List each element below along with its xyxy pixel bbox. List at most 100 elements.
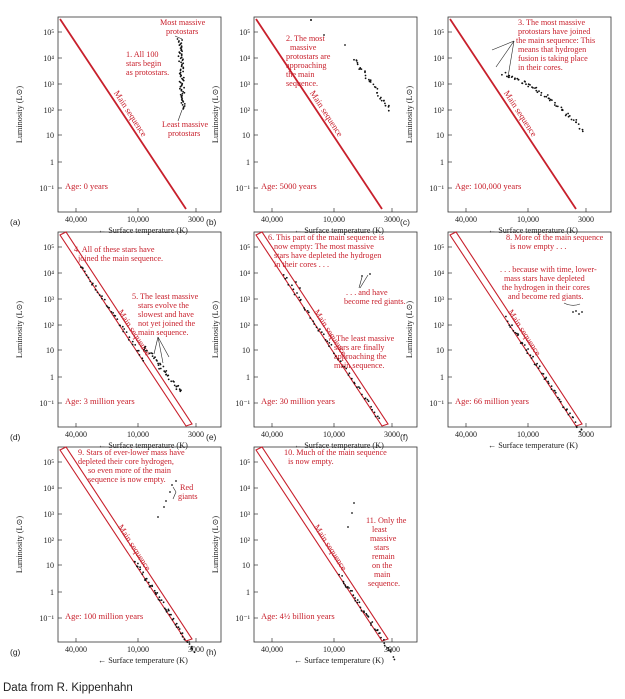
star-dot (532, 355, 534, 358)
star-dot (369, 81, 372, 83)
star-dot (557, 396, 559, 399)
y-axis-label: Luminosity (L⊙) (211, 516, 220, 573)
annotation: 8. More of the main sequence (506, 233, 604, 242)
leader-line (172, 491, 177, 500)
star-dot (328, 345, 330, 347)
star-dot (504, 71, 507, 74)
star-dot (527, 348, 529, 350)
star-dots (310, 19, 390, 112)
annotation: now empty: The most massive (274, 242, 374, 251)
star-dot (554, 391, 557, 394)
main-sequence (59, 18, 187, 210)
y-tick-label: 10⁵ (43, 243, 54, 252)
age-label: Age: 66 million years (455, 396, 529, 406)
star-dot (142, 571, 145, 574)
star-dot (359, 387, 361, 390)
y-tick-label: 10² (240, 106, 251, 115)
star-dot (525, 349, 528, 352)
star-dot (556, 105, 559, 108)
star-dot (344, 44, 346, 46)
x-tick-label: 3000 (578, 215, 594, 224)
main-sequence (255, 446, 389, 642)
x-tick-label: 10,000 (323, 215, 345, 224)
star-dot (156, 592, 159, 594)
star-dot (182, 101, 185, 103)
star-dot (148, 352, 151, 355)
star-dot (307, 311, 310, 314)
star-dots (133, 480, 196, 654)
star-dot (182, 70, 184, 73)
star-dot (136, 349, 139, 352)
y-tick-label: 10⁻¹ (39, 399, 54, 408)
x-tick-label: 10,000 (323, 430, 345, 439)
annotation: massive (290, 43, 317, 52)
y-tick-label: 10⁴ (239, 484, 250, 493)
annotation: sequence. (368, 579, 400, 588)
y-tick-label: 10 (242, 131, 250, 140)
panel-g: 10⁵ 10⁴ 10³ 10² 10 1 10⁻¹ 40,000 10,000 3000 Lumin… (10, 446, 222, 665)
star-dot (315, 326, 318, 329)
star-dot (559, 400, 562, 403)
star-dot (345, 367, 348, 370)
star-dot (525, 83, 527, 86)
panel-d: 10⁵ 10⁴ 10³ 10² 10 1 10⁻¹ 40,000 10,000 3000 Lumin… (10, 231, 222, 450)
star-dot (554, 390, 556, 392)
y-axis-label: Luminosity (L⊙) (15, 516, 24, 573)
annotation: depleted their core hydrogen, (78, 457, 174, 466)
star-dot (166, 610, 168, 613)
star-dot (319, 328, 321, 330)
annotation: massive (370, 534, 397, 543)
star-dot (108, 306, 110, 309)
star-dot (167, 609, 170, 612)
plot-frame (57, 446, 222, 643)
star-dot (323, 34, 325, 36)
star-dot (359, 606, 362, 609)
y-axis-label: Luminosity (L⊙) (15, 301, 24, 358)
star-dot (373, 411, 376, 414)
panel-c: 10⁵ 10⁴ 10³ 10² 10 1 10⁻¹ 40,000 10,000 3000 Lumin… (400, 16, 612, 235)
star-dot (169, 491, 171, 493)
star-dot (182, 108, 184, 110)
star-dot (386, 647, 388, 649)
star-dot (554, 101, 556, 104)
star-dot (155, 593, 157, 596)
star-dot (351, 512, 353, 514)
age-label: Age: 3 million years (65, 396, 135, 406)
star-dot (181, 104, 184, 106)
star-dot (175, 622, 178, 625)
star-dot (551, 99, 553, 101)
main-sequence (449, 18, 577, 210)
star-dot (373, 628, 376, 631)
y-tick-label: 10² (44, 321, 55, 330)
main-sequence-label: Main sequence (116, 522, 153, 572)
star-dot (379, 97, 381, 100)
y-axis-label: Luminosity (L⊙) (405, 301, 414, 358)
y-tick-label: 10⁵ (239, 243, 250, 252)
star-dot (122, 330, 125, 333)
annotation: . . . because with time, lower- (500, 265, 597, 274)
star-dot (358, 601, 361, 604)
star-dot (322, 333, 325, 336)
star-dot (183, 638, 186, 641)
annotation: remain (372, 552, 395, 561)
star-dot (577, 123, 580, 125)
star-dot (355, 60, 358, 62)
star-dot (367, 400, 370, 403)
y-tick-label: 10⁻¹ (235, 614, 250, 623)
star-dot (372, 83, 375, 86)
y-tick-label: 10⁴ (433, 269, 444, 278)
main-sequence (255, 18, 383, 210)
star-dot (182, 62, 185, 65)
star-dot (191, 645, 193, 648)
star-dot (376, 415, 379, 418)
annotation: sequence. (286, 79, 318, 88)
y-tick-label: 1 (246, 373, 250, 382)
y-tick-label: 10 (46, 346, 54, 355)
annotation: and become red giants. (508, 292, 583, 301)
star-dot (353, 502, 355, 504)
star-dot (141, 357, 144, 360)
star-dot (171, 484, 173, 486)
star-dot (165, 370, 168, 372)
x-tick-label: 40,000 (261, 430, 283, 439)
star-dot (170, 380, 173, 383)
